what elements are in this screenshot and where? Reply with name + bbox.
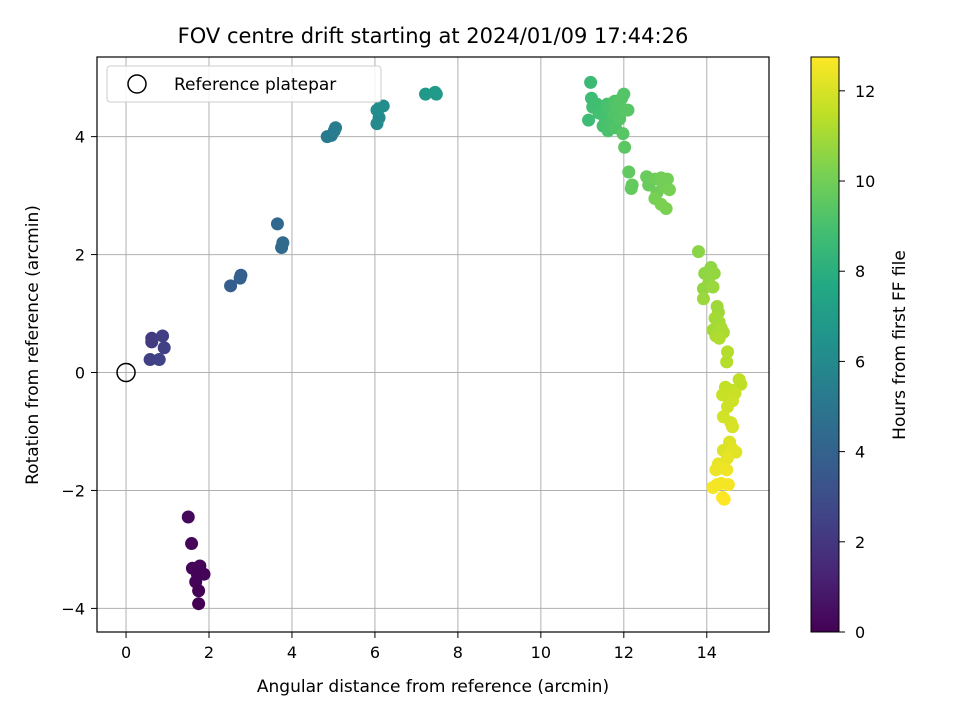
reference-point	[116, 362, 136, 383]
data-point	[725, 420, 739, 434]
x-axis-label: Angular distance from reference (arcmin)	[257, 677, 609, 697]
data-point	[192, 584, 206, 598]
y-tick-label: 4	[75, 128, 85, 147]
x-tick-label: 2	[204, 643, 214, 662]
colorbar-tick-label: 4	[855, 443, 865, 462]
data-point	[696, 292, 710, 306]
x-tick-label: 6	[370, 643, 380, 662]
data-point	[616, 127, 630, 141]
x-axis-ticks: 0 2 4 6 8 10 12 14	[121, 632, 717, 662]
data-point	[329, 121, 343, 135]
data-point	[707, 266, 721, 280]
x-tick-label: 8	[453, 643, 463, 662]
data-point	[145, 335, 159, 349]
y-tick-label: −4	[61, 599, 85, 618]
data-point	[372, 101, 386, 115]
y-axis-label: Rotation from reference (arcmin)	[23, 205, 43, 485]
data-point	[624, 182, 638, 196]
colorbar-tick-label: 6	[855, 352, 865, 371]
data-point	[721, 478, 735, 492]
x-tick-label: 14	[697, 643, 717, 662]
y-tick-label: 2	[75, 246, 85, 265]
data-point	[712, 331, 726, 345]
data-point	[152, 353, 166, 367]
data-point	[181, 510, 195, 524]
reference-marker	[116, 362, 136, 383]
data-point	[720, 355, 734, 369]
data-point	[185, 537, 199, 551]
legend-box	[106, 65, 382, 103]
colorbar-tick-label: 0	[855, 623, 865, 642]
x-tick-label: 10	[531, 643, 551, 662]
colorbar-gradient	[810, 56, 840, 633]
data-point	[659, 202, 673, 216]
data-point	[720, 463, 734, 477]
data-points	[143, 75, 748, 611]
y-tick-label: −2	[61, 481, 85, 500]
chart-title: FOV centre drift starting at 2024/01/09 …	[178, 24, 689, 48]
data-point	[717, 492, 731, 506]
data-point	[622, 165, 636, 179]
plot-area	[96, 56, 770, 633]
data-point	[706, 481, 720, 495]
data-point	[224, 279, 238, 293]
grid	[97, 57, 769, 632]
x-tick-label: 12	[614, 643, 634, 662]
data-point	[156, 329, 170, 343]
y-tick-label: 0	[75, 364, 85, 383]
colorbar-tick-label: 2	[855, 533, 865, 552]
x-tick-label: 4	[287, 643, 297, 662]
y-axis-ticks: −4 −2 0 2 4	[61, 128, 97, 618]
data-point	[584, 75, 598, 89]
colorbar-tick-label: 8	[855, 262, 865, 281]
data-point	[662, 183, 676, 197]
colorbar-label: Hours from first FF file	[890, 250, 910, 440]
data-point	[721, 400, 735, 414]
legend: Reference platepar	[106, 65, 382, 103]
data-point	[197, 567, 211, 581]
legend-marker	[127, 74, 147, 94]
data-point	[706, 280, 720, 294]
data-point	[234, 268, 248, 282]
data-point	[617, 87, 631, 101]
data-point	[618, 140, 632, 154]
data-point	[192, 597, 206, 611]
colorbar-tick-label: 10	[855, 172, 875, 191]
data-point	[621, 103, 635, 117]
data-point	[143, 353, 157, 367]
colorbar-tick-label: 12	[855, 82, 875, 101]
colorbar: 0 2 4 6 8 10 12 Hours from first FF file	[810, 56, 910, 642]
x-tick-label: 0	[121, 643, 131, 662]
data-point	[270, 217, 284, 231]
data-point	[721, 345, 735, 359]
data-point	[429, 87, 443, 101]
data-point	[691, 245, 705, 259]
data-point	[582, 113, 596, 127]
data-point	[157, 341, 171, 355]
data-point	[275, 240, 289, 254]
legend-label: Reference platepar	[174, 75, 336, 95]
colorbar-ticks: 0 2 4 6 8 10 12	[839, 82, 875, 642]
data-point	[660, 172, 674, 186]
